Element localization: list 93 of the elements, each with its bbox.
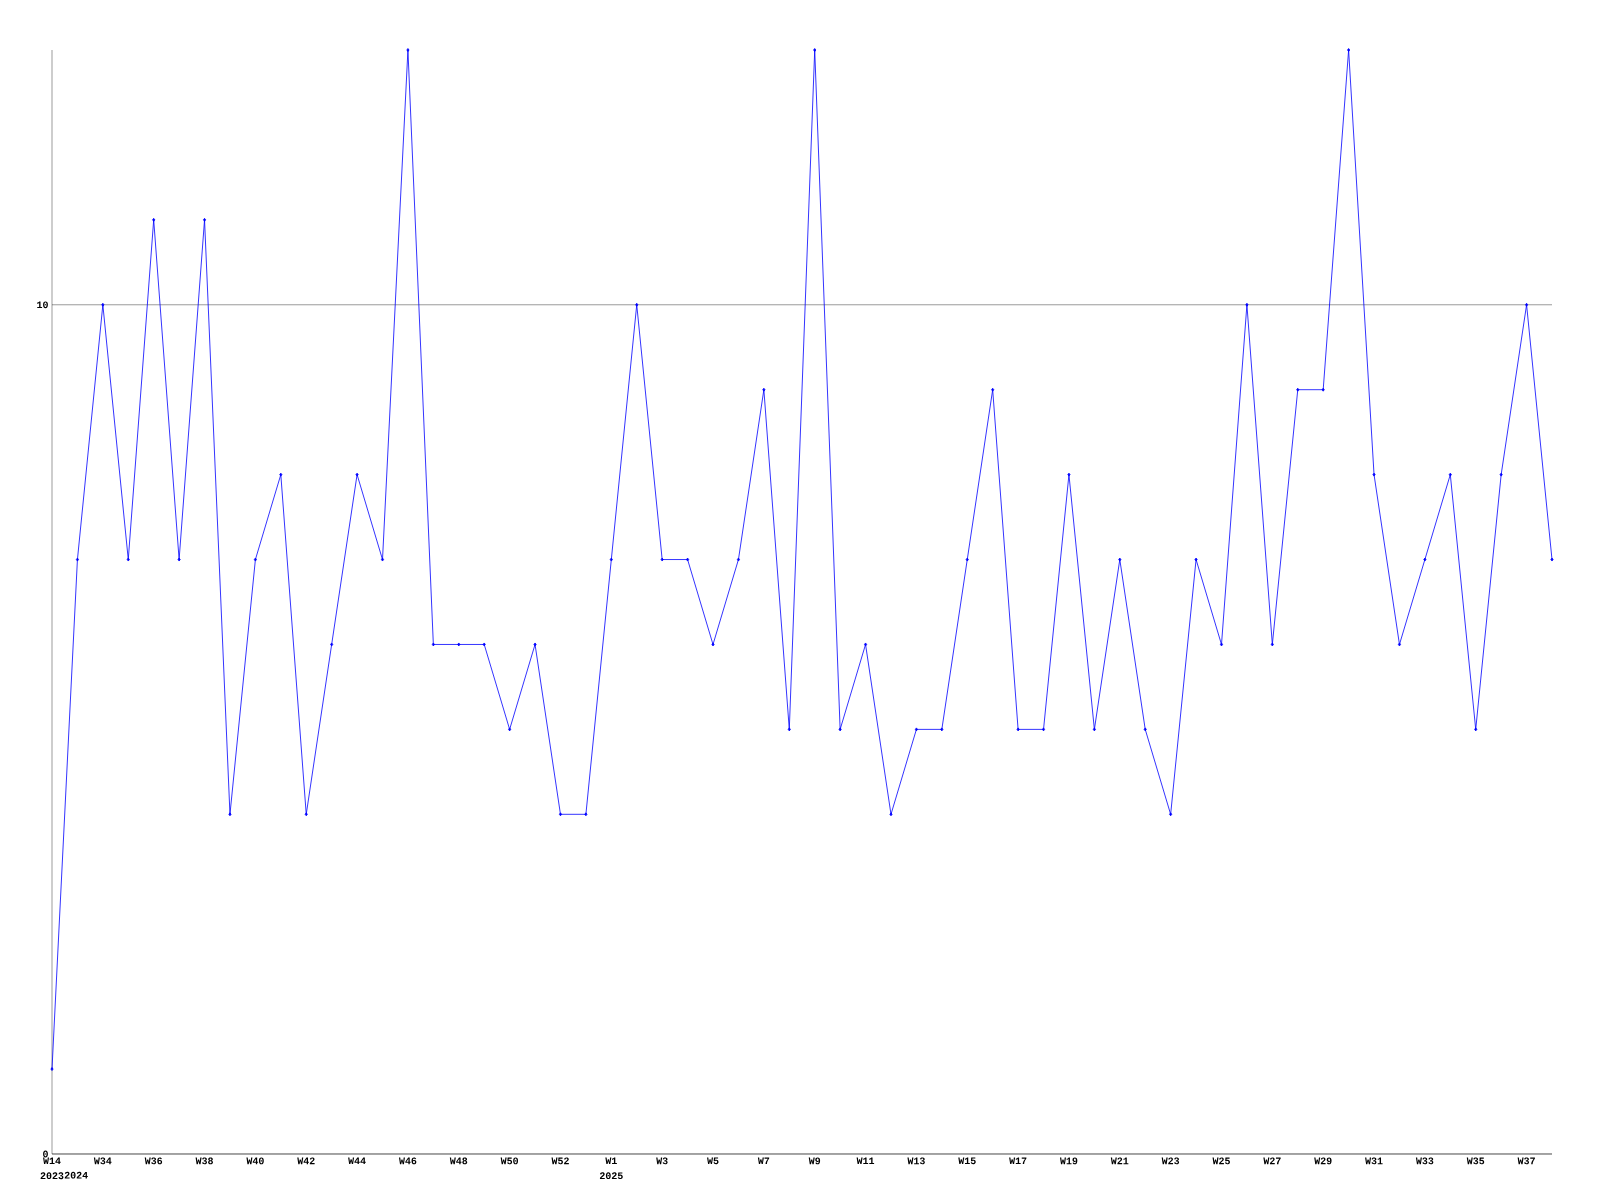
point	[203, 217, 207, 222]
x-tick-label: W21	[1110, 1157, 1129, 1165]
point	[889, 812, 893, 817]
x-tick-label: W23	[1161, 1157, 1180, 1165]
x-tick-label: W25	[1212, 1157, 1230, 1165]
point	[1143, 727, 1147, 732]
point	[482, 642, 486, 647]
x-tick-label: W46	[398, 1157, 417, 1165]
x-tick-label: W7	[757, 1157, 770, 1165]
x-tick-label: W34	[93, 1157, 112, 1165]
point	[1347, 48, 1351, 52]
point	[1397, 642, 1401, 647]
point	[813, 48, 817, 52]
x-tick-label: W15	[958, 1157, 976, 1165]
x-tick-label: W48	[449, 1157, 468, 1165]
point	[1219, 642, 1224, 647]
point	[1448, 472, 1452, 477]
point	[1550, 557, 1554, 562]
point	[1092, 727, 1096, 732]
point	[914, 727, 918, 732]
x-tick-label: W38	[195, 1157, 213, 1165]
point	[609, 557, 613, 562]
x-tick-label: W14 2023	[40, 1157, 64, 1180]
x-tick-label: W33	[1415, 1157, 1434, 1165]
point	[508, 727, 512, 732]
x-tick-label: W50	[500, 1157, 519, 1165]
x-tick-label: W19	[1059, 1157, 1078, 1165]
point	[736, 557, 740, 562]
x-tick-label: W5	[707, 1157, 719, 1165]
point	[1245, 302, 1249, 307]
point	[1296, 387, 1300, 392]
point	[533, 642, 537, 647]
text: 2024	[64, 1171, 88, 1179]
x-tick-label: W31	[1365, 1157, 1383, 1165]
y-tick-label: 0	[43, 1150, 48, 1158]
point	[355, 472, 359, 477]
x-tick-label: W1 2025	[599, 1157, 623, 1180]
point	[380, 557, 385, 562]
point	[304, 812, 308, 817]
x-tick-label: W17	[1009, 1157, 1027, 1165]
x-tick-label: W36	[144, 1157, 163, 1165]
point	[1169, 812, 1173, 817]
point	[864, 642, 868, 647]
point	[253, 557, 257, 562]
x-tick-label: W9	[808, 1157, 821, 1165]
point	[711, 642, 715, 647]
point	[787, 727, 791, 732]
point	[431, 642, 435, 647]
point	[991, 387, 995, 392]
point	[660, 557, 664, 562]
point	[406, 48, 410, 52]
point	[762, 387, 766, 392]
point	[126, 557, 130, 562]
x-tick-label: W29	[1314, 1157, 1332, 1165]
point	[75, 557, 79, 562]
point	[1270, 642, 1274, 647]
point	[457, 642, 461, 647]
x-tick-label: W27	[1263, 1157, 1281, 1165]
point	[838, 727, 842, 732]
point	[1194, 557, 1198, 562]
x-tick-label: W13	[907, 1157, 925, 1165]
x-tick-label: W52	[551, 1157, 569, 1165]
x-tick-label: W37	[1517, 1157, 1535, 1165]
x-tick-label: W35	[1466, 1157, 1485, 1165]
point	[1016, 727, 1020, 732]
point	[279, 472, 283, 477]
point	[228, 812, 232, 817]
point	[558, 812, 562, 817]
y-tick-label: 10	[37, 301, 48, 309]
point	[1321, 387, 1325, 392]
point	[101, 302, 105, 307]
x-tick-label: W3	[656, 1157, 668, 1165]
point	[1118, 557, 1122, 562]
point	[940, 727, 944, 732]
point	[50, 1067, 54, 1071]
point	[686, 557, 690, 562]
point	[152, 217, 156, 222]
point	[1423, 557, 1427, 562]
point	[1042, 727, 1046, 732]
point	[330, 642, 334, 647]
point	[1499, 472, 1503, 477]
x-tick-label: W40	[246, 1157, 264, 1165]
point	[1372, 472, 1376, 477]
point	[584, 812, 588, 817]
point	[177, 557, 181, 562]
x-tick-label: W42	[297, 1157, 315, 1165]
x-tick-label: W44	[348, 1157, 366, 1165]
point	[1474, 727, 1478, 732]
point	[1067, 472, 1071, 477]
x-tick-label: W11	[856, 1157, 875, 1165]
point	[1525, 302, 1529, 307]
point	[965, 557, 969, 562]
point	[635, 302, 639, 307]
